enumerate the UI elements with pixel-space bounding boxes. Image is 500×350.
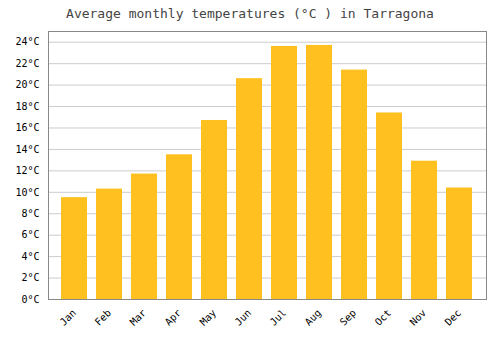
svg-text:Sep: Sep — [338, 307, 359, 328]
svg-text:8°C: 8°C — [21, 208, 39, 219]
svg-text:May: May — [198, 307, 219, 328]
svg-text:Feb: Feb — [93, 307, 114, 328]
svg-text:6°C: 6°C — [21, 229, 39, 240]
svg-text:Jul: Jul — [268, 307, 289, 328]
svg-text:20°C: 20°C — [15, 79, 39, 90]
svg-text:Mar: Mar — [128, 307, 149, 328]
svg-text:2°C: 2°C — [21, 272, 39, 283]
html-text:Average monthly temperatures (: Average monthly temperatures (°C ) in Ta… — [66, 6, 434, 21]
svg-text:14°C: 14°C — [15, 144, 39, 155]
svg-text:Oct: Oct — [373, 307, 394, 328]
svg-text:10°C: 10°C — [15, 187, 39, 198]
svg-text:Jan: Jan — [58, 307, 79, 328]
svg-text:0°C: 0°C — [21, 294, 39, 305]
svg-text:16°C: 16°C — [15, 122, 39, 133]
svg-text:4°C: 4°C — [21, 251, 39, 262]
svg-text:Dec: Dec — [443, 307, 464, 328]
svg-text:24°C: 24°C — [15, 36, 39, 47]
svg-text:Nov: Nov — [408, 307, 429, 328]
svg-text:Apr: Apr — [163, 307, 184, 328]
svg-text:22°C: 22°C — [15, 58, 39, 69]
svg-text:Jun: Jun — [233, 307, 254, 328]
svg-text:12°C: 12°C — [15, 165, 39, 176]
svg-text:18°C: 18°C — [15, 101, 39, 112]
svg-text:Aug: Aug — [303, 307, 324, 328]
